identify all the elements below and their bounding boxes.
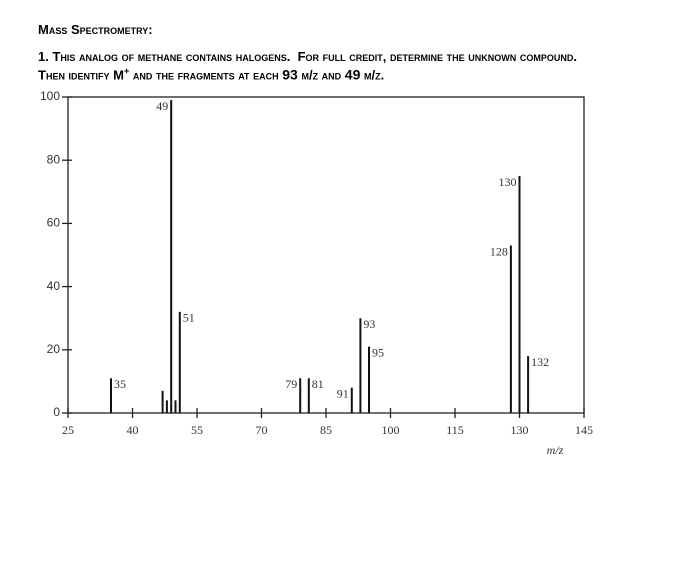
peak-label: 49 — [156, 99, 168, 113]
peak-label: 35 — [114, 377, 126, 391]
text: 49 — [344, 66, 361, 83]
question-line: Then identify M+ and the fragments at ea… — [38, 66, 384, 82]
peak-label: 79 — [285, 377, 297, 391]
peak-label: 81 — [312, 377, 324, 391]
superscript: + — [124, 66, 130, 76]
x-tick-label: 70 — [256, 423, 268, 437]
peak-label: 95 — [372, 345, 384, 359]
text: 93 — [282, 66, 298, 83]
text: Then identify M — [38, 67, 124, 83]
x-tick-label: 100 — [382, 423, 400, 437]
question-line: 1. This analog of methane contains halog… — [38, 49, 577, 64]
peak-label: 51 — [183, 311, 195, 325]
y-tick-label: 100 — [40, 89, 60, 103]
y-tick-label: 20 — [47, 342, 61, 356]
y-tick-label: 40 — [47, 279, 61, 293]
y-tick-label: 60 — [47, 216, 61, 230]
y-tick-label: 80 — [47, 152, 61, 166]
x-axis-label: m/z — [547, 443, 564, 457]
x-tick-label: 115 — [446, 423, 464, 437]
peak-label: 132 — [531, 355, 549, 369]
x-tick-label: 145 — [575, 423, 593, 437]
x-tick-label: 85 — [320, 423, 332, 437]
x-tick-label: 55 — [191, 423, 203, 437]
y-tick-label: 0 — [53, 405, 60, 419]
x-tick-label: 40 — [127, 423, 139, 437]
title: Mass Spectrometry: — [38, 22, 153, 37]
x-tick-label: 25 — [62, 423, 74, 437]
peak-label: 130 — [499, 175, 517, 189]
text: m/z and — [297, 67, 345, 83]
peak-label: 93 — [363, 317, 375, 331]
text: and the fragments at each — [129, 67, 283, 83]
peak-label: 128 — [490, 244, 508, 258]
peak-label: 91 — [337, 386, 349, 400]
text: m/z. — [360, 67, 385, 83]
x-tick-label: 130 — [511, 423, 529, 437]
